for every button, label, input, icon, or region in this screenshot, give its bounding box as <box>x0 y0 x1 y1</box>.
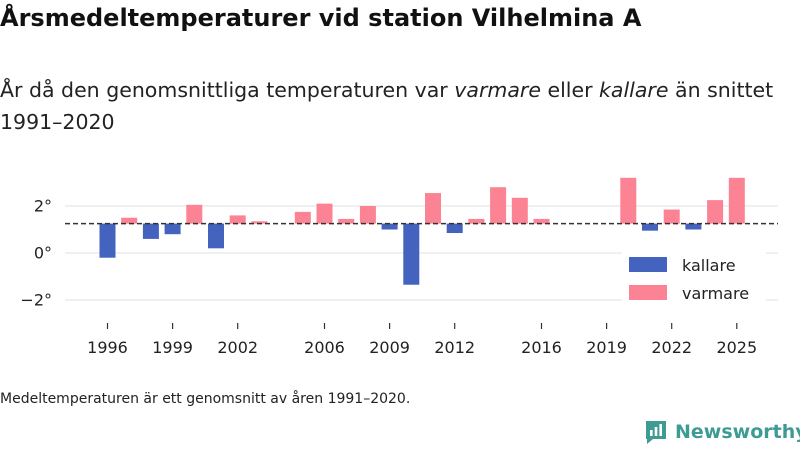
chart-title: Årsmedeltemperaturer vid station Vilhelm… <box>0 4 642 32</box>
subtitle-text-2: eller <box>540 78 600 102</box>
bar-warmer <box>359 206 376 224</box>
x-tick-label: 2012 <box>434 338 475 357</box>
bar-warmer <box>490 187 507 224</box>
bar-warmer <box>338 218 355 224</box>
bar-colder <box>142 223 159 239</box>
x-tick-label: 2009 <box>369 338 410 357</box>
bar-warmer <box>425 193 441 224</box>
x-tick-label: 2025 <box>716 338 757 357</box>
legend-label-warmer: varmare <box>682 284 749 303</box>
legend-label-colder: kallare <box>682 256 736 275</box>
chart-subtitle: År då den genomsnittliga temperaturen va… <box>0 74 790 138</box>
x-tick-label: 2019 <box>586 338 627 357</box>
bars <box>99 177 745 285</box>
bar-warmer <box>229 215 246 224</box>
legend-swatch-warmer <box>629 285 667 300</box>
x-tick-label: 1999 <box>152 338 193 357</box>
y-tick-label: 2° <box>34 197 52 216</box>
bar-warmer <box>663 209 680 224</box>
subtitle-text-3: än snittet 1991–2020 <box>0 78 774 134</box>
bar-warmer <box>316 203 333 224</box>
brand: Newsworthy <box>644 419 800 445</box>
bar-colder <box>446 223 463 234</box>
newsworthy-logo-icon <box>646 421 666 444</box>
x-tick-label: 2002 <box>217 338 258 357</box>
footnote: Medeltemperaturen är ett genomsnitt av å… <box>0 391 411 407</box>
y-axis-ticks: 2° 0° −2° <box>20 197 52 310</box>
bar-colder <box>99 223 116 258</box>
subtitle-warmer-word: varmare <box>454 78 541 102</box>
y-tick-label: 0° <box>34 244 52 263</box>
bar-warmer <box>294 211 311 224</box>
bar-warmer <box>468 218 485 224</box>
bar-warmer <box>620 177 637 224</box>
bar-warmer <box>707 200 724 224</box>
bar-colder <box>381 223 398 230</box>
subtitle-colder-word: kallare <box>599 78 669 102</box>
x-tick-label: 2016 <box>521 338 562 357</box>
x-tick-label: 1996 <box>87 338 128 357</box>
y-tick-label: −2° <box>20 291 52 310</box>
bar-warmer <box>533 218 550 224</box>
x-axis-ticks: 1996 1999 2002 2006 2009 2012 2016 2019 2022 2025 <box>87 323 757 357</box>
bar-warmer <box>511 197 528 224</box>
bar-warmer <box>251 221 268 224</box>
bar-colder <box>403 223 420 285</box>
bar-warmer <box>728 177 745 224</box>
bar-colder <box>208 223 224 249</box>
bar-colder <box>642 223 658 231</box>
x-tick-label: 2022 <box>651 338 692 357</box>
subtitle-text-1: År då den genomsnittliga temperaturen va… <box>0 78 455 102</box>
bar-colder <box>164 223 181 235</box>
bar-chart: 2° 0° −2° 1996 1999 2002 2006 2009 2012 2016 2019… <box>20 177 778 357</box>
x-tick-label: 2006 <box>304 338 345 357</box>
legend-swatch-colder <box>629 257 667 272</box>
bar-colder <box>685 223 702 230</box>
brand-name: Newsworthy <box>675 421 800 443</box>
bar-warmer <box>186 204 203 224</box>
legend: kallare varmare <box>622 248 766 310</box>
bar-warmer <box>121 217 138 224</box>
